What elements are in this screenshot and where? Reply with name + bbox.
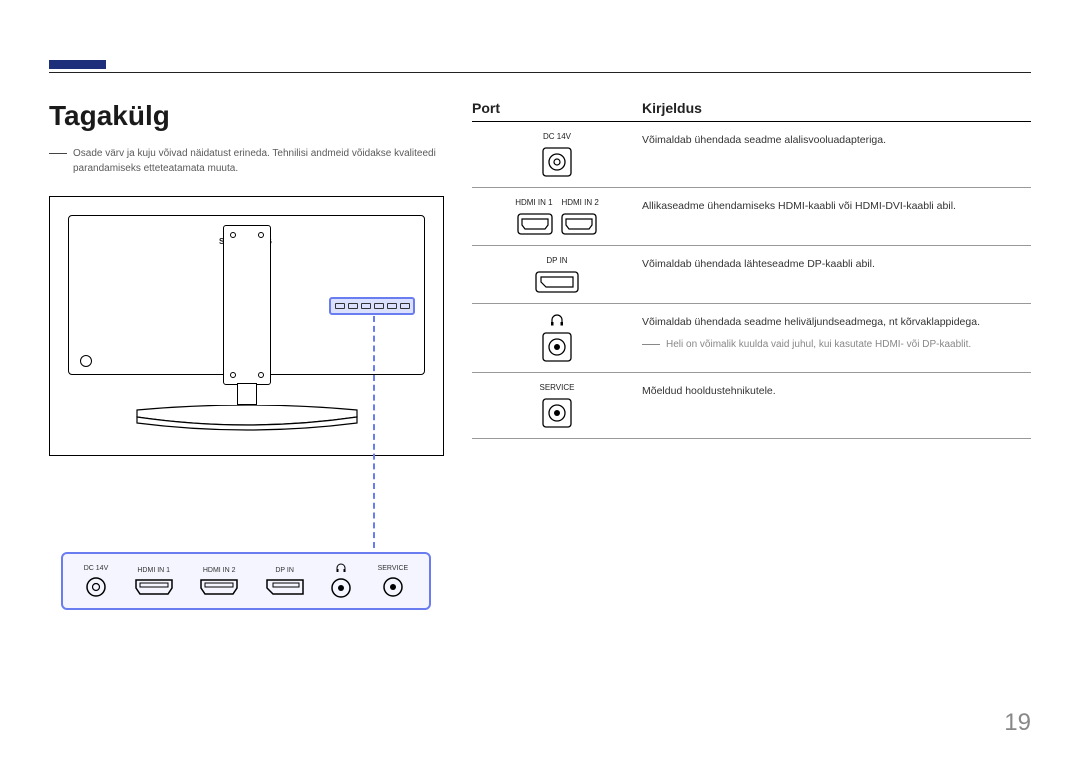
port-label: HDMI IN 1 HDMI IN 2: [515, 198, 599, 207]
port-cell: DC 14V: [472, 132, 642, 177]
headphones-icon: [336, 563, 346, 573]
dp-port-icon: [535, 271, 579, 293]
desc-cell: Võimaldab ühendada seadme alalisvooluada…: [642, 132, 1031, 177]
service-port-icon: [542, 398, 572, 428]
strip-port-headphones: [330, 563, 352, 599]
table-header-row: Port Kirjeldus: [472, 100, 1031, 122]
desc-cell: Võimaldab ühendada seadme heliväljundsea…: [642, 314, 1031, 362]
ports-table: Port Kirjeldus DC 14V Võimaldab ühendada…: [472, 100, 1031, 439]
port-cell: HDMI IN 1 HDMI IN 2: [472, 198, 642, 235]
strip-label: [336, 563, 346, 573]
note-dash-icon: [49, 153, 67, 154]
screw-icon: [258, 372, 264, 378]
joystick-icon: [80, 355, 92, 367]
mini-port-icon: [335, 303, 345, 309]
mini-port-icon: [400, 303, 410, 309]
hdmi-port-icon: [517, 213, 553, 235]
subnote-text: Heli on võimalik kuulda vaid juhul, kui …: [666, 337, 971, 353]
table-row: DP IN Võimaldab ühendada lähteseadme DP-…: [472, 246, 1031, 304]
mini-port-icon: [361, 303, 371, 309]
table-row: DC 14V Võimaldab ühendada seadme alalisv…: [472, 122, 1031, 188]
strip-port-dc: DC 14V: [84, 565, 109, 598]
header-rule: [49, 72, 1031, 73]
strip-port-hdmi1: HDMI IN 1: [134, 567, 174, 596]
headphones-icon: [550, 314, 564, 326]
strip-label: HDMI IN 1: [137, 567, 170, 574]
page-title: Tagakülg: [49, 100, 444, 132]
port-cell: DP IN: [472, 256, 642, 293]
header-port: Port: [472, 100, 642, 116]
ports-strip-detail: DC 14V HDMI IN 1 HDMI IN 2 DP IN: [61, 552, 431, 610]
strip-port-dp: DP IN: [265, 567, 305, 596]
strip-label: HDMI IN 2: [203, 567, 236, 574]
port-callout-box: [329, 297, 415, 315]
hdmi-port-icon: [199, 578, 239, 596]
page-number: 19: [1004, 709, 1031, 737]
service-port-icon: [382, 576, 404, 598]
desc-cell: Allikaseadme ühendamiseks HDMI-kaabli võ…: [642, 198, 1031, 235]
left-column: Tagakülg Osade värv ja kuju võivad näida…: [49, 100, 444, 610]
mini-port-icon: [374, 303, 384, 309]
jack-port-icon: [330, 577, 352, 599]
table-row: HDMI IN 1 HDMI IN 2 Allikaseadme ühendam…: [472, 188, 1031, 246]
port-label: DP IN: [546, 256, 567, 265]
right-column: Port Kirjeldus DC 14V Võimaldab ühendada…: [472, 100, 1031, 610]
table-row: SERVICE Mõeldud hooldustehnikutele.: [472, 373, 1031, 439]
dc-port-icon: [85, 576, 107, 598]
hdmi-port-icon: [134, 578, 174, 596]
port-cell: SERVICE: [472, 383, 642, 428]
dp-port-icon: [265, 578, 305, 596]
mini-port-icon: [348, 303, 358, 309]
main-content: Tagakülg Osade värv ja kuju võivad näida…: [49, 100, 1031, 610]
table-row: Võimaldab ühendada seadme heliväljundsea…: [472, 304, 1031, 373]
strip-port-service: SERVICE: [378, 565, 409, 598]
hdmi-port-icon: [561, 213, 597, 235]
stand-column: [223, 225, 271, 385]
note-text: Osade värv ja kuju võivad näidatust erin…: [73, 146, 444, 176]
screw-icon: [230, 372, 236, 378]
callout-leader-line: [373, 316, 375, 548]
mini-port-icon: [387, 303, 397, 309]
note-row: Osade värv ja kuju võivad näidatust erin…: [49, 146, 444, 176]
header-desc: Kirjeldus: [642, 100, 1031, 116]
strip-label: SERVICE: [378, 565, 409, 572]
screw-icon: [258, 232, 264, 238]
subnote-dash-icon: [642, 344, 660, 345]
strip-label: DP IN: [275, 567, 294, 574]
monitor-diagram: SAMSUNG: [49, 196, 444, 456]
desc-cell: Mõeldud hooldustehnikutele.: [642, 383, 1031, 428]
stand-neck: [237, 383, 257, 405]
jack-port-icon: [542, 332, 572, 362]
dc-port-icon: [542, 147, 572, 177]
strip-label: DC 14V: [84, 565, 109, 572]
header-accent-bar: [49, 60, 106, 69]
port-label: DC 14V: [543, 132, 571, 141]
desc-subnote: Heli on võimalik kuulda vaid juhul, kui …: [642, 337, 1031, 353]
screw-icon: [230, 232, 236, 238]
desc-cell: Võimaldab ühendada lähteseadme DP-kaabli…: [642, 256, 1031, 293]
desc-text: Võimaldab ühendada seadme heliväljundsea…: [642, 316, 980, 328]
stand-base: [132, 405, 362, 435]
port-label: SERVICE: [540, 383, 575, 392]
strip-port-hdmi2: HDMI IN 2: [199, 567, 239, 596]
port-cell: [472, 314, 642, 362]
